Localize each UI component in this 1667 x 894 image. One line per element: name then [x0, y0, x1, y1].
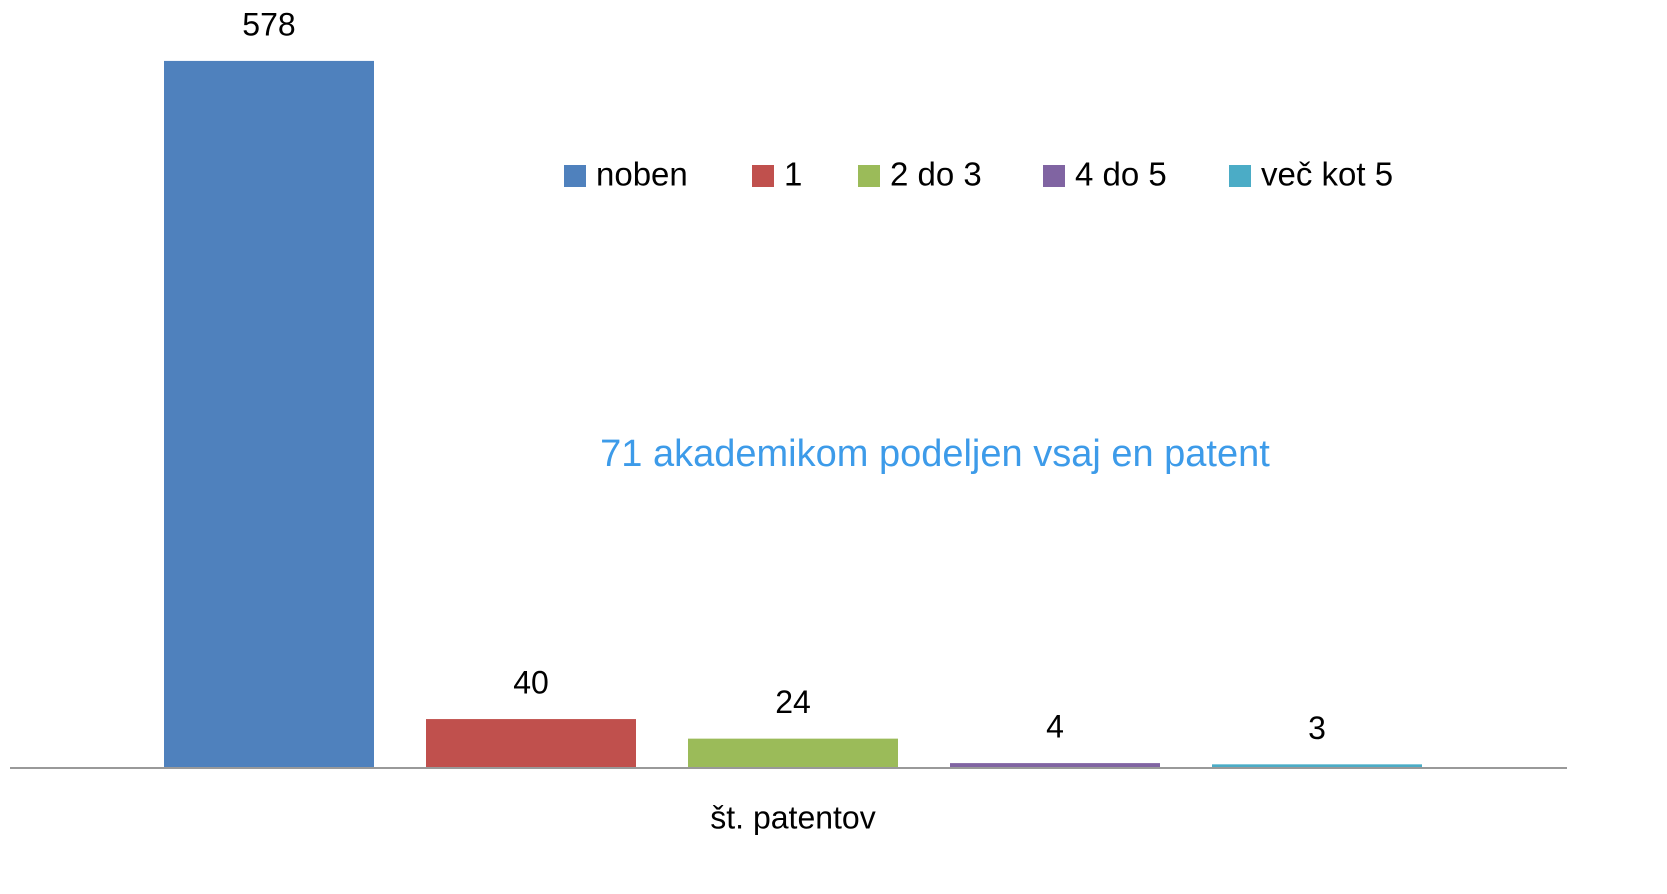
legend-swatch — [1043, 165, 1065, 187]
x-tick-label: št. patentov — [710, 799, 875, 835]
bar — [1212, 764, 1422, 768]
legend-swatch — [564, 165, 586, 187]
bar — [164, 60, 374, 769]
legend-label: 1 — [784, 156, 802, 193]
legend-label: več kot 5 — [1261, 156, 1393, 193]
legend-label: noben — [596, 156, 688, 193]
legend-label: 4 do 5 — [1075, 156, 1167, 193]
data-label: 578 — [242, 6, 295, 42]
legend-swatch — [858, 165, 880, 187]
data-label: 40 — [513, 665, 549, 701]
legend-swatch — [1229, 165, 1251, 187]
data-label: 4 — [1046, 709, 1064, 745]
annotation: 71 akademikom podeljen vsaj en patent — [600, 433, 1270, 475]
bar — [426, 719, 636, 768]
bar — [950, 763, 1160, 768]
data-label: 24 — [775, 684, 811, 720]
data-label: 3 — [1308, 710, 1326, 746]
legend-swatch — [752, 165, 774, 187]
legend-label: 2 do 3 — [890, 156, 982, 193]
bar — [688, 738, 898, 768]
